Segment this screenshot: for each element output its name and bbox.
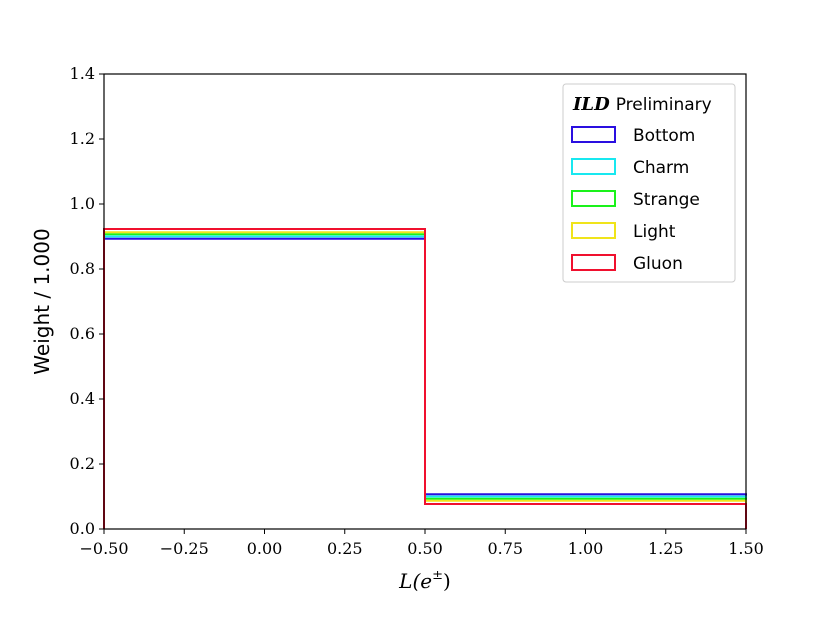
x-tick-label: 1.25 xyxy=(648,539,684,558)
x-tick-label: 0.50 xyxy=(407,539,443,558)
legend-title: ILD Preliminary xyxy=(572,94,712,115)
x-axis: −0.50 −0.25 0.00 0.25 0.50 0.75 1.00 1.25 1.50 xyxy=(79,529,764,558)
x-axis-label: L(e±) xyxy=(398,568,451,593)
legend-label-bottom: Bottom xyxy=(633,126,695,146)
x-tick-label: 0.75 xyxy=(487,539,523,558)
y-tick-label: 1.4 xyxy=(70,64,95,83)
y-axis-label: Weight / 1.000 xyxy=(30,228,54,374)
y-axis: 0.0 0.2 0.4 0.6 0.8 1.0 1.2 1.4 xyxy=(70,64,104,538)
x-tick-label: 0.00 xyxy=(247,539,283,558)
x-tick-label: −0.25 xyxy=(160,539,209,558)
legend-box xyxy=(562,83,736,283)
legend-label-light: Light xyxy=(633,222,676,242)
legend-label-gluon: Gluon xyxy=(633,254,683,274)
legend-swatch-strange xyxy=(571,190,616,207)
x-tick-label: 0.25 xyxy=(327,539,363,558)
y-tick-label: 0.6 xyxy=(70,324,95,343)
legend-label-charm: Charm xyxy=(633,158,689,178)
y-tick-label: 0.0 xyxy=(70,519,95,538)
legend-title-preliminary: Preliminary xyxy=(616,95,712,115)
legend-swatch-gluon xyxy=(571,254,616,271)
x-tick-label: 1.00 xyxy=(568,539,604,558)
x-tick-label: 1.50 xyxy=(728,539,764,558)
legend-label-strange: Strange xyxy=(633,190,700,210)
y-tick-label: 1.0 xyxy=(70,194,95,213)
y-tick-label: 0.8 xyxy=(70,259,95,278)
legend-title-ild: ILD xyxy=(572,94,610,115)
legend-swatch-bottom xyxy=(571,126,616,143)
y-tick-label: 1.2 xyxy=(70,129,95,148)
legend-swatch-charm xyxy=(571,158,616,175)
legend-items: Bottom Charm Strange Light Gluon xyxy=(571,126,700,274)
x-tick-label: −0.50 xyxy=(79,539,128,558)
y-tick-label: 0.4 xyxy=(70,389,95,408)
legend-swatch-light xyxy=(571,222,616,239)
y-tick-label: 0.2 xyxy=(70,454,95,473)
legend: ILD Preliminary Bottom Charm Strange Light Gl… xyxy=(562,83,736,283)
